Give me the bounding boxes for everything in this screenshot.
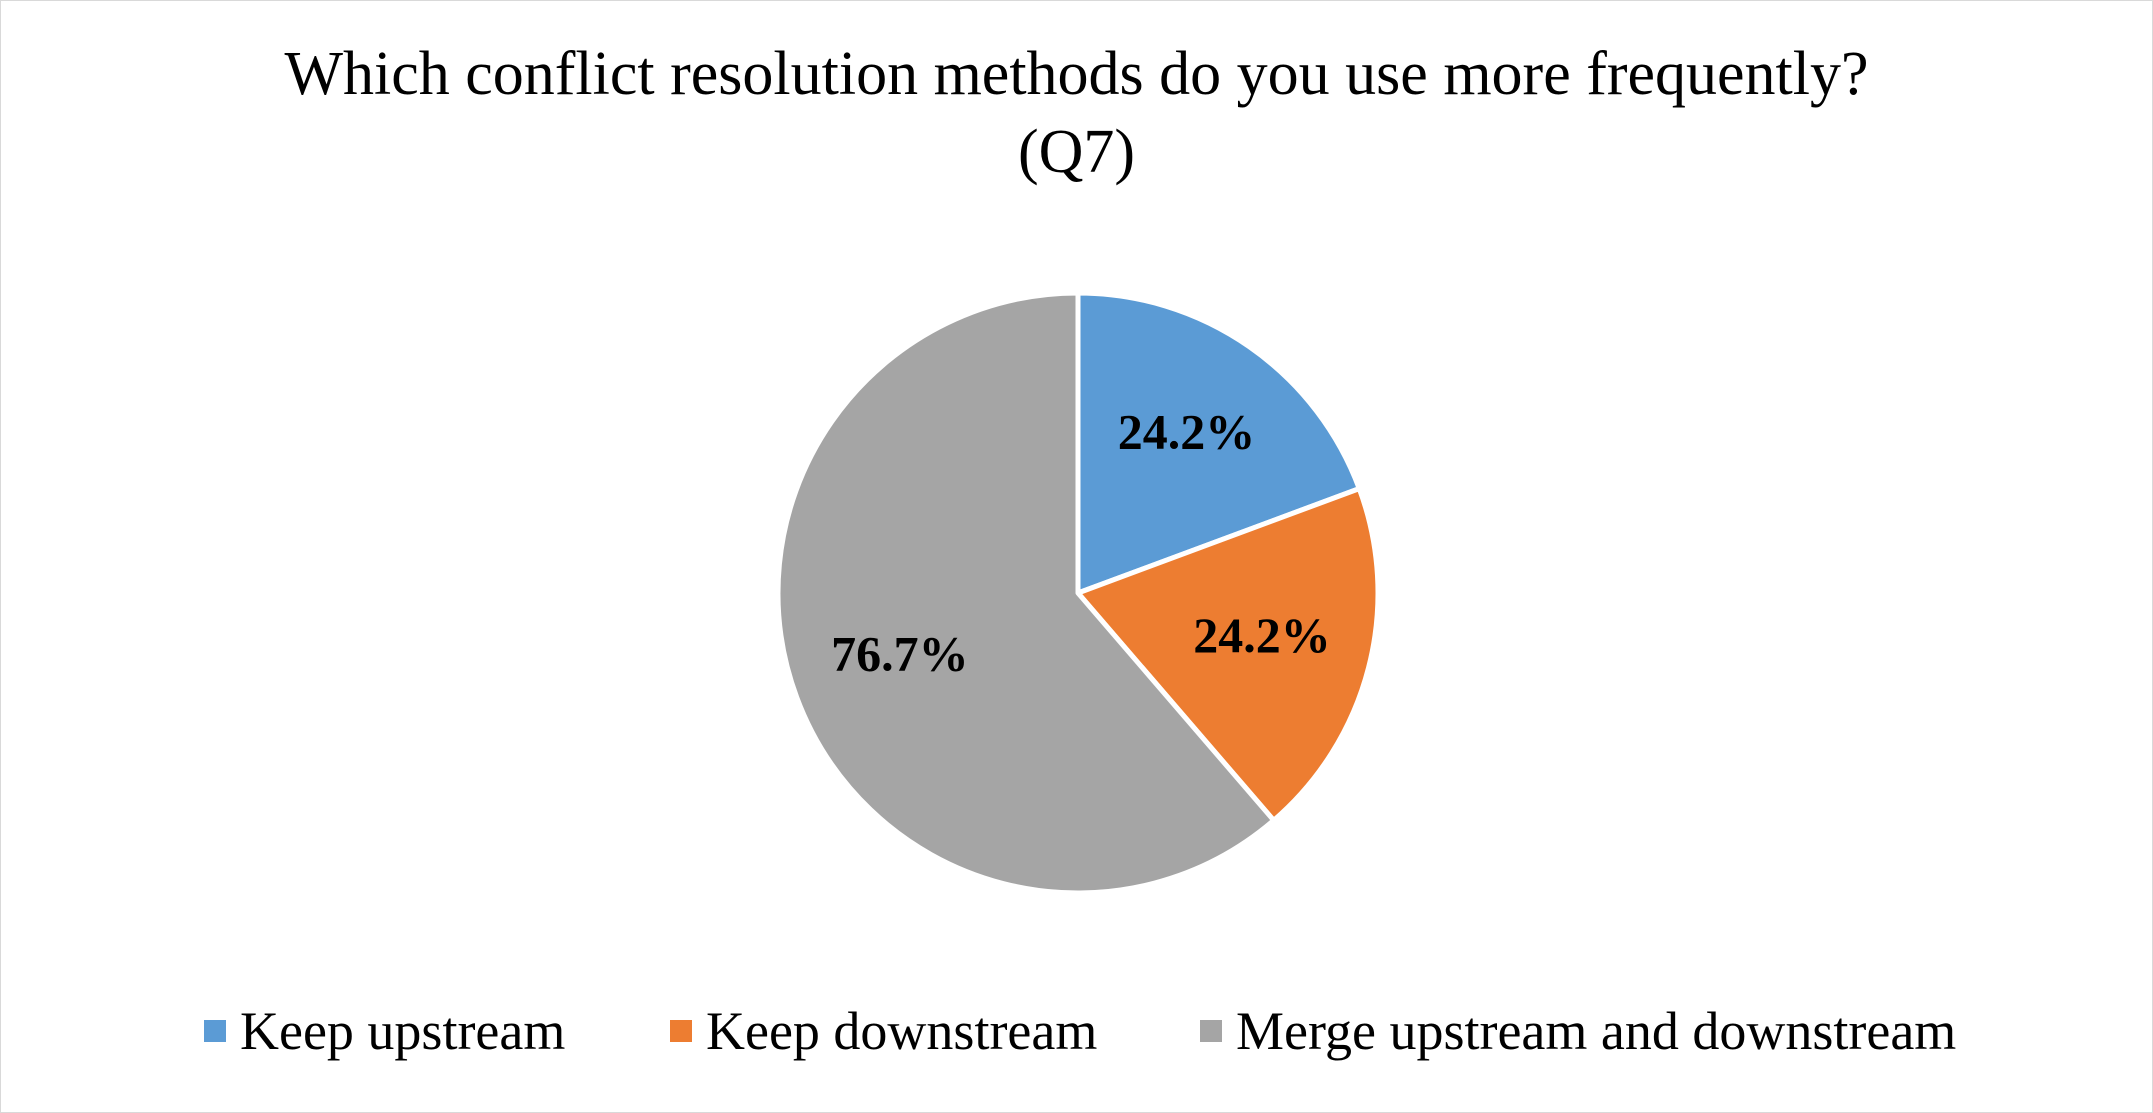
legend: Keep upstream Keep downstream Merge upst… bbox=[0, 1000, 2153, 1080]
pie-slice-merge-upstream-and-downstream bbox=[775, 290, 1277, 896]
legend-item-keep-upstream: Keep upstream bbox=[204, 1000, 565, 1062]
legend-item-keep-downstream: Keep downstream bbox=[670, 1000, 1097, 1062]
data-label-merge-upstream-and-downstream: 76.7% bbox=[831, 626, 969, 682]
data-label-keep-upstream: 24.2% bbox=[1118, 403, 1256, 459]
legend-swatch-keep-downstream bbox=[670, 1020, 692, 1042]
legend-label-keep-upstream: Keep upstream bbox=[240, 1001, 566, 1061]
pie-slice-keep-upstream bbox=[1075, 290, 1362, 596]
legend-swatch-keep-upstream bbox=[204, 1020, 226, 1042]
pie-data-labels: 24.2% 24.2% 76.7% bbox=[831, 403, 1331, 681]
legend-label-merge-upstream-and-downstream: Merge upstream and downstream bbox=[1236, 1001, 1957, 1061]
data-label-keep-downstream: 24.2% bbox=[1193, 607, 1331, 663]
legend-swatch-merge-upstream-and-downstream bbox=[1200, 1020, 1222, 1042]
pie-slice-keep-downstream bbox=[1075, 486, 1381, 823]
pie-slices bbox=[775, 290, 1381, 896]
legend-item-merge-upstream-and-downstream: Merge upstream and downstream bbox=[1200, 1000, 1956, 1062]
chart-title-line-2: (Q7) bbox=[1017, 118, 1136, 186]
legend-label-keep-downstream: Keep downstream bbox=[706, 1001, 1098, 1061]
chart-title-line-1: Which conflict resolution methods do you… bbox=[284, 40, 1869, 108]
